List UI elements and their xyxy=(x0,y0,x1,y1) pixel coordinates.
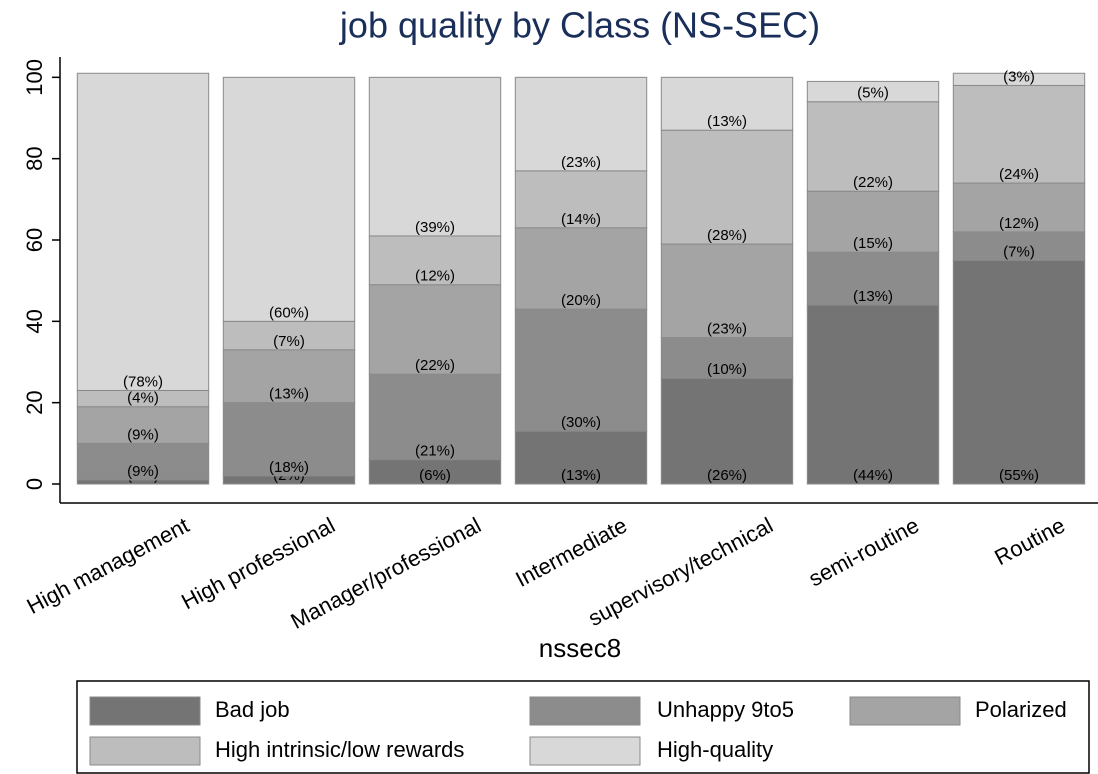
value-label: (22%) xyxy=(415,357,455,374)
legend-swatch xyxy=(89,696,201,726)
x-tick-label: High management xyxy=(23,512,193,618)
value-label: (13%) xyxy=(561,467,601,484)
value-label: (12%) xyxy=(415,268,455,285)
bar-segment xyxy=(660,377,794,485)
value-label: (20%) xyxy=(561,292,601,309)
y-tick-label: 40 xyxy=(22,309,47,333)
bar-segment xyxy=(222,320,356,351)
y-tick-label: 20 xyxy=(22,390,47,414)
legend-swatch xyxy=(89,736,201,766)
value-label: (15%) xyxy=(853,235,893,252)
legend-label: Unhappy 9to5 xyxy=(657,697,794,722)
bar-segment xyxy=(76,406,210,444)
legend-swatch xyxy=(849,696,961,726)
legend-swatch xyxy=(529,736,641,766)
value-label: (30%) xyxy=(561,414,601,431)
value-label: (7%) xyxy=(1003,243,1035,260)
bar-segment xyxy=(952,231,1086,261)
bar-segment xyxy=(806,80,940,103)
value-label: (60%) xyxy=(269,304,309,321)
value-label: (23%) xyxy=(561,154,601,171)
y-tick-label: 100 xyxy=(22,59,47,96)
value-label: (4%) xyxy=(127,390,159,407)
legend-swatch xyxy=(529,696,641,726)
value-label: (7%) xyxy=(273,333,305,350)
bar-segment xyxy=(514,430,648,485)
legend-label: High intrinsic/low rewards xyxy=(215,737,464,762)
legend-label: Polarized xyxy=(975,697,1067,722)
bar-segment xyxy=(368,76,502,237)
bar-segment xyxy=(368,284,502,375)
bar-segment xyxy=(806,101,940,192)
value-label: (3%) xyxy=(1003,68,1035,85)
legend-label: Bad job xyxy=(215,697,290,722)
value-label: (22%) xyxy=(853,174,893,191)
bar-segment xyxy=(222,76,356,322)
bar-segment xyxy=(368,373,502,461)
value-label: (55%) xyxy=(999,467,1039,484)
legend-label: High-quality xyxy=(657,737,773,762)
bar-segment xyxy=(806,304,940,485)
value-label: (6%) xyxy=(419,467,451,484)
x-tick-label: Routine xyxy=(990,512,1069,570)
bar-segment xyxy=(514,308,648,432)
value-label: (13%) xyxy=(853,288,893,305)
value-label: (14%) xyxy=(561,211,601,228)
value-label: (13%) xyxy=(707,113,747,130)
bar-segment xyxy=(76,442,210,481)
bar-segment xyxy=(806,190,940,253)
bar-segment xyxy=(222,402,356,477)
y-tick-label: 0 xyxy=(22,478,47,490)
y-tick-label: 60 xyxy=(22,228,47,252)
value-label: (18%) xyxy=(269,459,309,476)
y-tick-label: 80 xyxy=(22,146,47,170)
bar-segment xyxy=(660,129,794,245)
bar-segment xyxy=(368,235,502,286)
bar-segment xyxy=(952,84,1086,184)
bar-segment xyxy=(514,170,648,229)
value-label: (24%) xyxy=(999,166,1039,183)
bar-segment xyxy=(514,227,648,310)
value-label: (12%) xyxy=(999,215,1039,232)
chart-title: job quality by Class (NS-SEC) xyxy=(339,5,820,46)
value-label: (13%) xyxy=(269,386,309,403)
value-label: (78%) xyxy=(123,373,163,390)
value-label: (9%) xyxy=(127,426,159,443)
value-label: (28%) xyxy=(707,227,747,244)
bar-segment xyxy=(660,76,794,131)
bar-segment xyxy=(76,72,210,391)
x-tick-label: Intermediate xyxy=(511,512,631,591)
x-tick-label: semi-routine xyxy=(804,512,923,591)
value-label: (44%) xyxy=(853,467,893,484)
bar-segment xyxy=(952,259,1086,485)
bar-segment xyxy=(806,251,940,306)
value-label: (5%) xyxy=(857,85,889,102)
value-label: (39%) xyxy=(415,219,455,236)
bar-segment xyxy=(952,72,1086,86)
bar-segment xyxy=(660,243,794,339)
bar-segment xyxy=(514,76,648,172)
value-label: (23%) xyxy=(707,321,747,338)
x-axis-label: nssec8 xyxy=(539,633,621,663)
bar-segment xyxy=(952,182,1086,233)
value-label: (21%) xyxy=(415,443,455,460)
value-label: (9%) xyxy=(127,463,159,480)
value-label: (10%) xyxy=(707,361,747,378)
bar-segment xyxy=(660,337,794,379)
value-label: (26%) xyxy=(707,467,747,484)
